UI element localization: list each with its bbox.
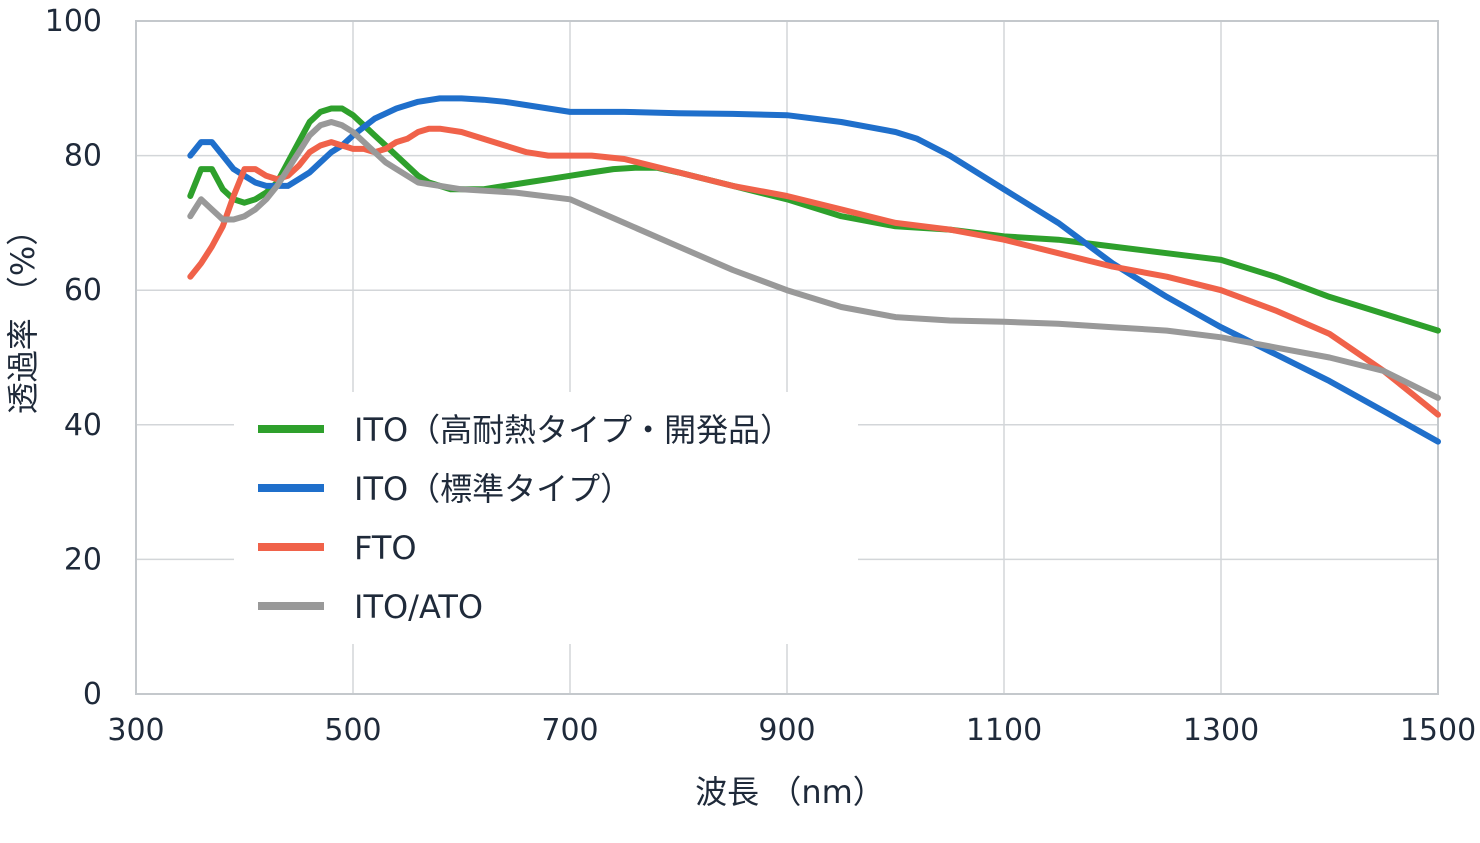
series-line-4 — [187, 119, 1441, 401]
y-tick-label: 40 — [64, 408, 102, 443]
x-tick-label: 1500 — [1400, 713, 1476, 748]
legend-label-1: ITO（高耐熱タイプ・開発品） — [354, 411, 792, 449]
legend-label-2: ITO（標準タイプ） — [354, 470, 632, 508]
series-line-2 — [187, 95, 1441, 445]
x-axis-tick-labels: 300 500 700 900 1100 1300 1500 — [107, 713, 1476, 748]
x-axis-title: 波長 （nm） — [695, 773, 885, 811]
x-tick-label: 900 — [758, 713, 815, 748]
y-axis-title: 透過率 （%） — [4, 214, 42, 415]
series-line-3 — [187, 125, 1441, 418]
y-tick-label: 60 — [64, 273, 102, 308]
series-group — [187, 95, 1441, 445]
y-axis-tick-labels: 0 20 40 60 80 100 — [45, 4, 102, 712]
x-tick-label: 500 — [324, 713, 381, 748]
legend-background — [234, 392, 858, 644]
y-tick-label: 100 — [45, 4, 102, 39]
x-tick-label: 1100 — [966, 713, 1042, 748]
legend: ITO（高耐熱タイプ・開発品） ITO（標準タイプ） FTO ITO/ATO — [234, 392, 858, 644]
legend-label-4: ITO/ATO — [354, 588, 483, 626]
y-tick-label: 20 — [64, 542, 102, 577]
x-tick-label: 700 — [541, 713, 598, 748]
legend-label-3: FTO — [354, 529, 417, 567]
x-tick-label: 1300 — [1183, 713, 1259, 748]
plot-frame — [135, 20, 1439, 695]
x-tick-label: 300 — [107, 713, 164, 748]
y-tick-label: 0 — [83, 677, 102, 712]
y-tick-label: 80 — [64, 139, 102, 174]
